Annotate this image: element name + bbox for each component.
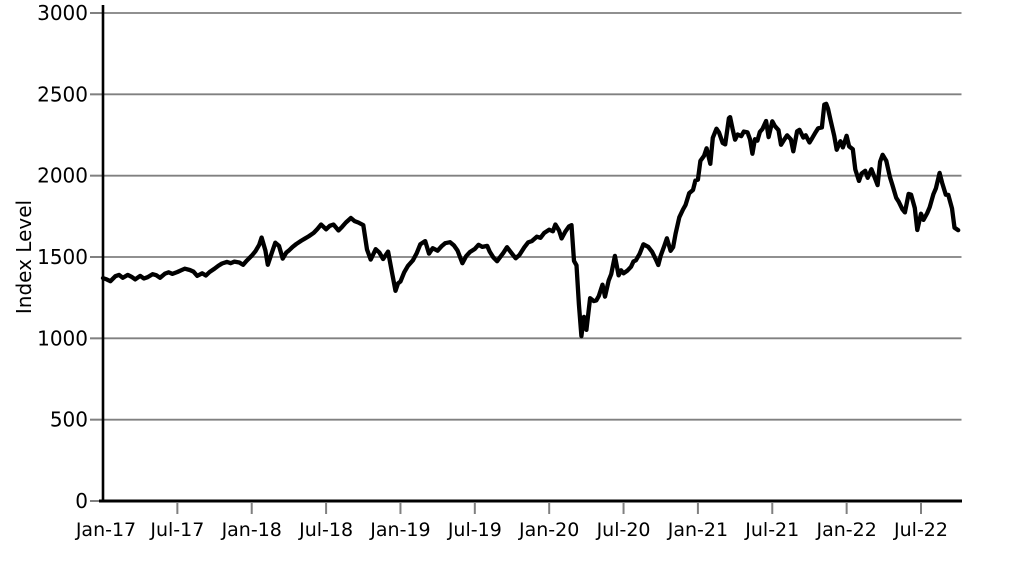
x-tick-label-Jan-18: Jan-18 bbox=[221, 519, 282, 541]
index-level-series-line bbox=[100, 101, 961, 339]
y-tick-label-1000: 1000 bbox=[37, 326, 88, 350]
y-tick-label-3000: 3000 bbox=[37, 1, 88, 25]
y-axis-tick-labels: 0 500 1000 1500 2000 2500 3000 bbox=[37, 1, 88, 513]
x-tick-label-Jul-19: Jul-19 bbox=[447, 519, 502, 541]
x-tick-label-Jan-17: Jan-17 bbox=[75, 519, 136, 541]
y-axis-title: Index Level bbox=[12, 200, 36, 314]
x-axis-tick-labels: Jan-17 Jul-17 Jan-18 Jul-18 Jan-19 Jul-19 Jan-… bbox=[75, 519, 948, 541]
x-tick-label-Jul-18: Jul-18 bbox=[298, 519, 353, 541]
x-tick-label-Jan-21: Jan-21 bbox=[667, 519, 728, 541]
y-axis-ticks bbox=[90, 12, 103, 502]
x-tick-label-Jan-19: Jan-19 bbox=[369, 519, 430, 541]
y-tick-label-500: 500 bbox=[50, 408, 88, 432]
x-tick-label-Jul-17: Jul-17 bbox=[149, 519, 204, 541]
y-tick-label-0: 0 bbox=[75, 489, 88, 513]
y-tick-label-1500: 1500 bbox=[37, 245, 88, 269]
gridlines bbox=[103, 12, 962, 421]
y-tick-label-2500: 2500 bbox=[37, 82, 88, 106]
x-tick-label-Jan-20: Jan-20 bbox=[518, 519, 579, 541]
x-tick-label-Jul-20: Jul-20 bbox=[596, 519, 651, 541]
x-tick-label-Jan-22: Jan-22 bbox=[815, 519, 876, 541]
x-tick-label-Jul-22: Jul-22 bbox=[893, 519, 948, 541]
x-tick-label-Jul-21: Jul-21 bbox=[744, 519, 799, 541]
y-tick-label-2000: 2000 bbox=[37, 164, 88, 188]
x-axis-ticks bbox=[176, 503, 923, 514]
